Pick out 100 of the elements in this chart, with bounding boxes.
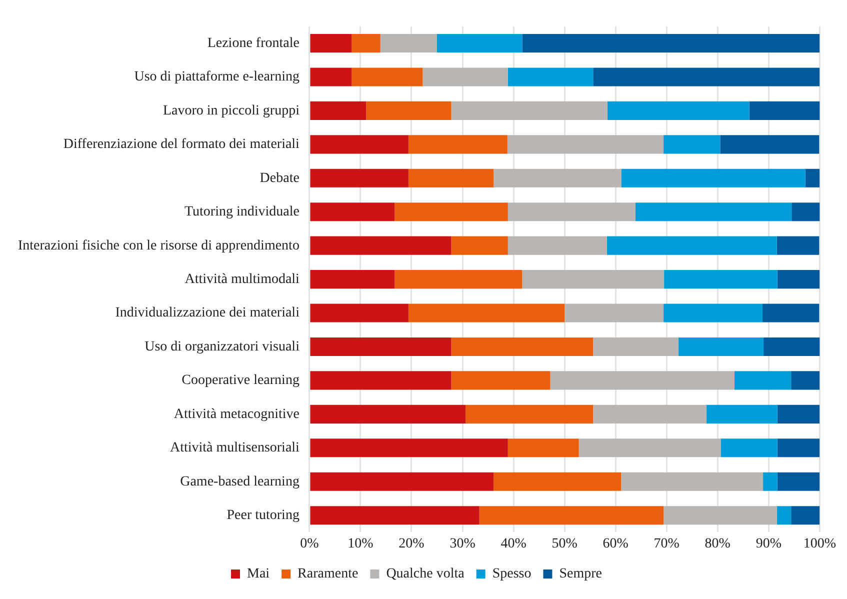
x-tick-label: 60% (602, 536, 629, 552)
bar (494, 168, 622, 188)
x-tick-label: 70% (654, 536, 680, 552)
bar (310, 438, 508, 458)
bar (479, 506, 664, 525)
legend-label: Qualche volta (386, 566, 466, 582)
bar (792, 202, 820, 222)
bar (764, 337, 820, 356)
bar (507, 135, 664, 154)
bar (508, 68, 594, 86)
y-tick-label: Uso di organizzatori visuali (144, 339, 300, 354)
bar (805, 168, 820, 188)
bar (578, 438, 721, 458)
bar (550, 371, 734, 390)
y-tick-label: Lavoro in piccoli gruppi (162, 103, 300, 118)
bar (763, 472, 778, 491)
bar (749, 101, 820, 120)
y-tick-label: Lezione frontale (207, 36, 300, 51)
bar (720, 135, 820, 154)
bar (451, 337, 594, 356)
bar (635, 202, 792, 222)
bar (508, 236, 607, 255)
bar (466, 404, 594, 424)
bar (394, 270, 522, 289)
bar (310, 101, 366, 120)
y-tick-label: Game-based learning (180, 474, 300, 490)
bar (706, 404, 778, 424)
bar (408, 304, 565, 322)
y-tick-label: Attività multimodali (184, 272, 300, 287)
bar (451, 101, 608, 120)
x-tick-label: 40% (500, 536, 527, 552)
x-tick-label: 80% (704, 536, 731, 552)
bar (593, 68, 820, 86)
bar (564, 304, 664, 322)
y-tick-label: Debate (260, 170, 300, 186)
bar (621, 168, 806, 188)
bar (593, 404, 706, 424)
bar (422, 68, 508, 86)
bar (678, 337, 764, 356)
y-tick-label: Peer tutoring (226, 508, 300, 524)
legend-label: Raramente (298, 566, 358, 582)
bar (606, 236, 777, 255)
bar (310, 304, 408, 322)
x-tick-label: 50% (552, 536, 578, 552)
bar (664, 135, 720, 154)
bar (621, 472, 764, 491)
bar (352, 34, 380, 53)
bar (664, 270, 778, 289)
bar (451, 236, 508, 255)
bar (366, 101, 452, 120)
x-tick-label: 100% (803, 536, 836, 552)
bar (522, 34, 820, 53)
x-tick-label: 90% (756, 536, 782, 552)
y-tick-label: Uso di piattaforme e-learning (134, 70, 300, 85)
bar (451, 371, 550, 390)
bar (776, 506, 792, 525)
bar (310, 472, 494, 491)
bar (310, 236, 452, 255)
bar (593, 337, 678, 356)
y-tick-label: Cooperative learning (182, 373, 300, 388)
bar (720, 438, 778, 458)
bar (777, 270, 820, 289)
bar (310, 337, 452, 356)
bar (791, 371, 820, 390)
y-tick-label: Differenziazione del formato dei materiali (63, 137, 300, 152)
bar (522, 270, 664, 289)
bar (791, 506, 820, 525)
bar (408, 168, 494, 188)
bar (734, 371, 792, 390)
bar (310, 270, 395, 289)
bar (310, 202, 395, 222)
x-tick-label: 10% (348, 536, 374, 552)
bar (310, 168, 408, 188)
x-tick-label: 30% (450, 536, 476, 552)
legend-label: Sempre (559, 566, 602, 582)
bar (664, 304, 763, 322)
x-tick-label: 0% (300, 536, 320, 552)
legend-label: Spesso (492, 566, 532, 582)
y-tick-label: Individualizzazione dei materiali (115, 306, 300, 321)
bar (310, 68, 352, 86)
y-tick-label: Tutoring individuale (184, 204, 300, 220)
legend-label: Mai (247, 566, 270, 582)
y-tick-label: Attività multisensoriali (170, 440, 300, 456)
bar (776, 236, 820, 255)
bar (352, 68, 423, 86)
bar (508, 438, 579, 458)
bar (394, 202, 508, 222)
bar (777, 404, 820, 424)
y-tick-label: Interazioni fisiche con le risorse di apprendimento (18, 238, 300, 254)
bar (310, 34, 352, 53)
bar (437, 34, 522, 53)
bar (508, 202, 636, 222)
bar (310, 371, 452, 390)
y-tick-label: Attività metacognitive (174, 406, 300, 422)
bar (762, 304, 820, 322)
x-tick-label: 20% (398, 536, 425, 552)
bar (664, 506, 777, 525)
bar (310, 135, 408, 154)
bar (310, 404, 466, 424)
bar (310, 506, 480, 525)
